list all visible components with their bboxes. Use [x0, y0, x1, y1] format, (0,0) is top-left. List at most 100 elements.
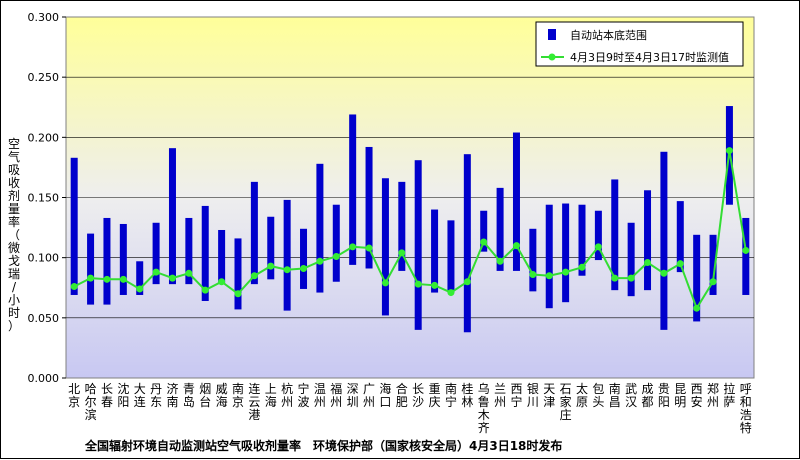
range-bar	[431, 209, 439, 293]
category-label: 呼和浩特	[740, 382, 752, 435]
range-bar	[349, 114, 357, 265]
value-point	[742, 246, 750, 254]
category-label: 天津	[543, 382, 555, 409]
category-label: 银川	[527, 382, 539, 409]
category-label: 贵阳	[658, 382, 670, 409]
range-bar	[545, 204, 553, 309]
value-point	[152, 268, 160, 276]
category-label: 深圳	[347, 382, 359, 409]
category-label: 西安	[691, 382, 703, 409]
range-bar	[250, 181, 258, 285]
value-point	[300, 264, 308, 272]
value-point	[693, 304, 701, 312]
range-bar	[578, 204, 586, 276]
legend: 自动站本底范围 4月3日9时至4月3日17时监测值	[535, 21, 744, 67]
range-bar	[676, 201, 684, 273]
range-bar	[70, 157, 78, 295]
value-point	[103, 275, 111, 283]
value-point	[283, 266, 291, 274]
value-point	[709, 278, 717, 286]
category-label: 成都	[642, 382, 654, 409]
value-point	[529, 271, 537, 279]
range-bar	[611, 179, 619, 291]
range-bar	[562, 203, 570, 303]
range-bar	[300, 228, 308, 289]
value-point	[316, 257, 324, 265]
value-point	[644, 258, 652, 266]
value-point	[414, 280, 422, 288]
range-bar	[447, 220, 455, 293]
category-label: 丹东	[150, 382, 162, 409]
category-label: 桂林	[461, 381, 473, 409]
value-point	[676, 260, 684, 268]
range-bar	[185, 217, 193, 285]
category-label: 合肥	[396, 381, 408, 409]
y-tick-label: 0.250	[28, 71, 60, 84]
legend-box	[535, 21, 744, 67]
range-bar	[87, 233, 95, 305]
category-label: 乌鲁木齐	[478, 381, 490, 435]
legend-marker-swatch	[548, 53, 556, 61]
value-point	[431, 281, 439, 289]
category-label: 连云港	[248, 381, 260, 422]
legend-line-label: 4月3日9时至4月3日17时监测值	[570, 51, 729, 64]
value-point	[545, 272, 553, 280]
range-bar	[512, 132, 520, 271]
range-bar	[709, 234, 717, 295]
value-point	[398, 249, 406, 257]
value-point	[185, 269, 193, 277]
category-label: 西宁	[510, 382, 522, 409]
category-label: 南昌	[609, 381, 621, 409]
y-tick-label: 0.150	[28, 192, 60, 205]
category-label: 长春	[101, 382, 113, 409]
range-bar	[594, 210, 602, 261]
range-bar	[742, 217, 750, 295]
y-tick-label: 0.000	[28, 372, 60, 385]
range-bar	[644, 190, 652, 291]
category-label: 石家庄	[560, 382, 572, 422]
category-label: 长沙	[412, 382, 424, 409]
range-bar	[480, 210, 488, 252]
category-label: 北京	[68, 382, 80, 409]
category-label: 福州	[330, 381, 342, 409]
value-point	[267, 262, 275, 270]
range-bar	[152, 222, 160, 285]
category-label: 温州	[314, 382, 326, 409]
y-tick-label: 0.050	[28, 312, 60, 325]
range-bar	[398, 181, 406, 271]
y-tick-label: 0.200	[28, 131, 60, 144]
y-axis-label: 空气吸收剂量率（微戈瑞/小时）	[8, 137, 20, 333]
chart-title: 全国辐射环境自动监测站空气吸收剂量率 环境保护部（国家核安全局）4月3日18时发…	[84, 438, 562, 453]
range-bar	[267, 216, 275, 280]
category-label: 包头	[592, 382, 604, 409]
value-point	[447, 289, 455, 297]
range-bar	[119, 223, 127, 295]
value-point	[168, 274, 176, 282]
value-point	[562, 268, 570, 276]
range-bar	[529, 228, 537, 292]
range-bar	[332, 204, 340, 282]
category-label: 武汉	[625, 382, 637, 409]
category-labels: 北京哈尔滨长春沈阳大连丹东济南青岛烟台威海南京连云港上海杭州宁波温州福州深圳广州…	[68, 381, 752, 435]
y-axis-ticks: 0.000 0.050 0.100 0.150 0.200 0.250 0.300	[28, 11, 60, 385]
category-label: 烟台	[199, 382, 211, 409]
range-bar	[693, 234, 701, 322]
value-point	[381, 279, 389, 287]
y-tick-label: 0.300	[28, 11, 60, 24]
value-point	[496, 257, 504, 265]
category-label: 南京	[232, 381, 244, 409]
category-label: 杭州	[281, 381, 293, 409]
range-bar	[218, 229, 226, 285]
category-label: 郑州	[707, 381, 719, 409]
value-point	[512, 242, 520, 250]
range-bar	[660, 151, 668, 330]
y-axis-title: 空气吸收剂量率（微戈瑞/小时）	[8, 137, 20, 333]
range-bar	[463, 154, 471, 333]
category-label: 拉萨	[723, 381, 735, 409]
value-point	[611, 274, 619, 282]
range-bar	[103, 217, 111, 305]
range-bar	[365, 146, 373, 269]
value-point	[594, 243, 602, 251]
